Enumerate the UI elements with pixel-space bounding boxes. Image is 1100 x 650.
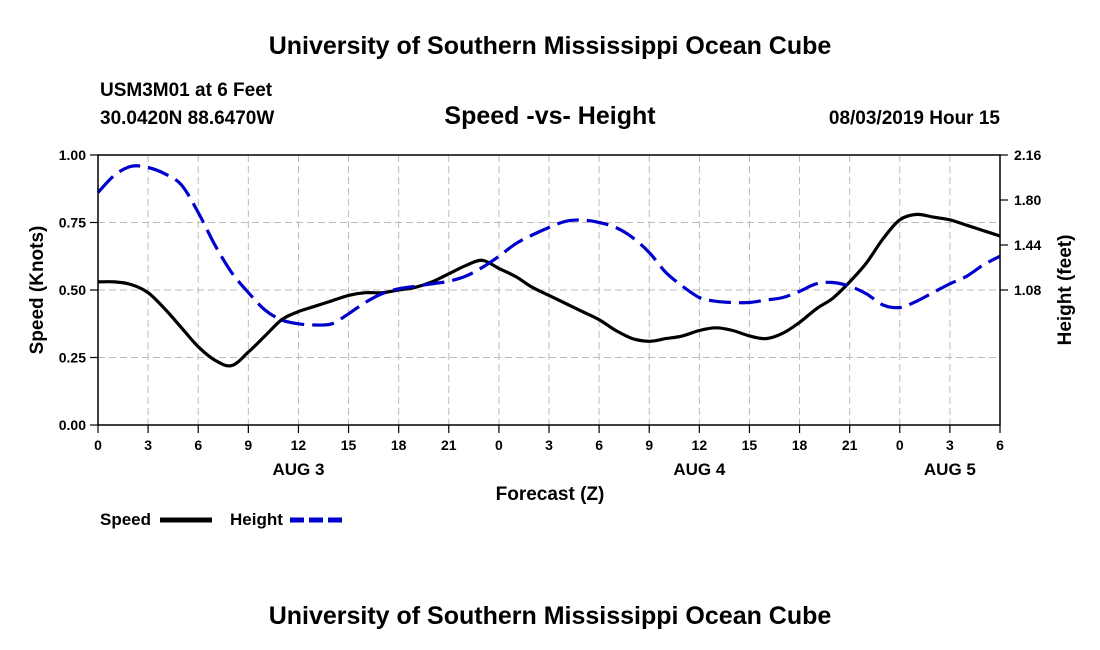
station-label: USM3M01 at 6 Feet — [100, 80, 273, 101]
x-tick-label: 15 — [341, 437, 357, 453]
chart-title: Speed -vs- Height — [444, 102, 656, 130]
y-axis-label: Speed (Knots) — [27, 226, 48, 355]
x-tick-label: 0 — [896, 437, 904, 453]
x-tick-label: 18 — [792, 437, 808, 453]
series-layer — [96, 164, 1001, 368]
date-label: AUG 4 — [673, 460, 726, 479]
x-tick-label: 0 — [94, 437, 102, 453]
x-tick-label: 3 — [545, 437, 553, 453]
org-title-top: University of Southern Mississippi Ocean… — [269, 32, 832, 60]
y2-tick-label: 1.44 — [1014, 237, 1041, 253]
y2-axis-label: Height (feet) — [1055, 235, 1076, 346]
x-tick-label: 12 — [291, 437, 307, 453]
x-tick-label: 0 — [495, 437, 503, 453]
legend-speed-label: Speed — [100, 510, 151, 529]
x-tick-label: 21 — [441, 437, 457, 453]
axes-layer: 0 3 6 9 12 15 18 21 0 3 6 9 12 15 18 21 0 3 6 AUG 3 AUG 4 AUG… — [59, 147, 1042, 479]
y-tick-label: 0.50 — [59, 282, 86, 298]
x-tick-label: 12 — [692, 437, 708, 453]
date-label: AUG 5 — [924, 460, 976, 479]
x-tick-label: 9 — [244, 437, 252, 453]
date-label: AUG 3 — [272, 460, 324, 479]
x-tick-label: 18 — [391, 437, 407, 453]
x-tick-label: 21 — [842, 437, 858, 453]
y-tick-label: 1.00 — [59, 147, 86, 163]
x-tick-label: 6 — [194, 437, 202, 453]
x-tick-label: 15 — [742, 437, 758, 453]
x-tick-label: 3 — [946, 437, 954, 453]
y-tick-label: 0.75 — [59, 215, 86, 231]
y2-tick-label: 1.80 — [1014, 192, 1041, 208]
x-tick-label: 9 — [645, 437, 653, 453]
series-line-speed — [97, 212, 1001, 368]
series-line-height — [96, 164, 1001, 327]
y2-tick-label: 1.08 — [1014, 282, 1041, 298]
legend-height-label: Height — [230, 510, 283, 529]
datetime-label: 08/03/2019 Hour 15 — [829, 108, 1001, 129]
y-tick-label: 0.00 — [59, 417, 86, 433]
y2-tick-label: 2.16 — [1014, 147, 1041, 163]
x-tick-label: 6 — [996, 437, 1004, 453]
x-axis-label: Forecast (Z) — [496, 484, 605, 505]
y-tick-label: 0.25 — [59, 350, 86, 366]
x-tick-label: 6 — [595, 437, 603, 453]
coords-label: 30.0420N 88.6470W — [100, 108, 274, 129]
org-title-bottom: University of Southern Mississippi Ocean… — [269, 602, 832, 630]
grid-lines — [98, 155, 1000, 425]
x-tick-label: 3 — [144, 437, 152, 453]
legend: Speed Height — [100, 510, 342, 529]
